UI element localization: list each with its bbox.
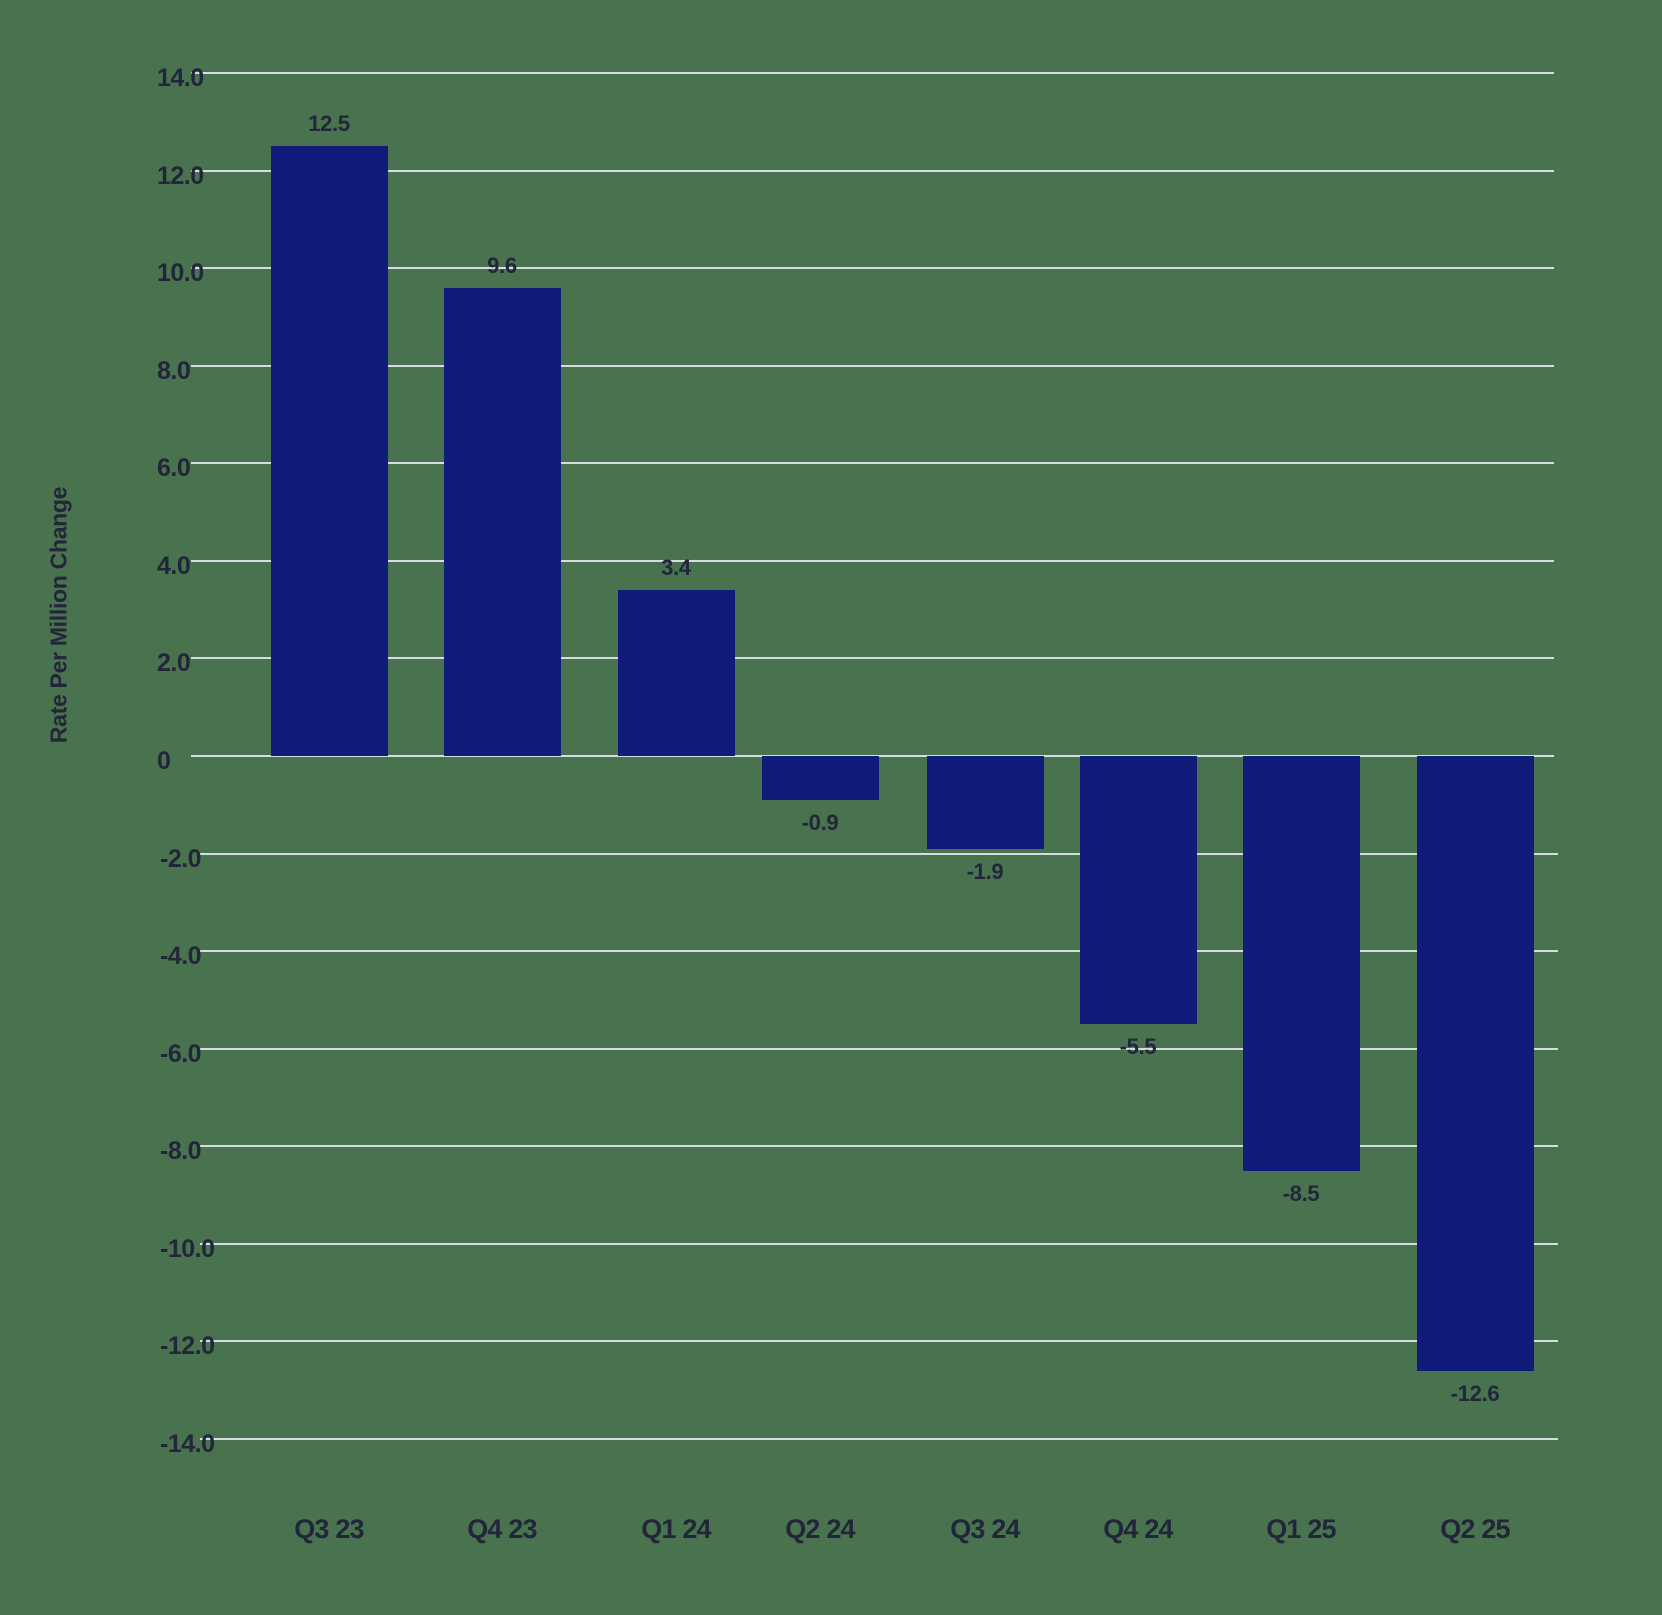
- gridline: [191, 657, 1554, 660]
- bar: [1242, 756, 1360, 1171]
- gridline: [200, 1242, 1558, 1245]
- y-tick-label: -12.0: [160, 1332, 215, 1361]
- y-axis-title: Rate Per Million Change: [45, 486, 72, 744]
- x-tick-label: Q2 25: [1440, 1514, 1510, 1544]
- bar-value-label: -1.9: [966, 858, 1004, 884]
- y-tick-label: -6.0: [160, 1039, 202, 1068]
- bar: [926, 756, 1044, 849]
- y-tick-label: 2.0: [157, 649, 191, 678]
- gridline: [191, 462, 1554, 465]
- gridline: [191, 72, 1554, 74]
- y-tick-label: 4.0: [157, 551, 191, 580]
- gridline: [200, 950, 1558, 953]
- y-tick-label: -10.0: [160, 1234, 215, 1263]
- gridline: [191, 559, 1554, 562]
- bar: [617, 590, 735, 756]
- y-tick-label: 6.0: [157, 454, 191, 483]
- y-tick-label: 14.0: [157, 64, 204, 92]
- y-tick-label: 10.0: [157, 259, 204, 288]
- y-tick-label: -8.0: [160, 1137, 202, 1166]
- gridline: [200, 1145, 1558, 1148]
- gridline: [200, 1340, 1558, 1343]
- y-tick-label: -4.0: [160, 942, 202, 971]
- x-tick-label: Q4 23: [467, 1514, 537, 1544]
- bar: [761, 756, 879, 800]
- gridline: [191, 364, 1554, 367]
- gridline: [200, 852, 1558, 855]
- bar: [1079, 756, 1197, 1025]
- gridline: [200, 1047, 1558, 1050]
- y-tick-label: -14.0: [160, 1430, 215, 1458]
- bar: [443, 287, 561, 756]
- bar: [1416, 756, 1534, 1371]
- bar-value-label: -0.9: [801, 809, 839, 835]
- bar-value-label: -8.5: [1282, 1180, 1320, 1206]
- x-tick-label: Q3 24: [950, 1514, 1020, 1544]
- bar-value-label: -12.6: [1450, 1380, 1500, 1406]
- gridline: [191, 267, 1554, 270]
- x-tick-label: Q3 23: [294, 1514, 364, 1544]
- x-tick-label: Q2 24: [785, 1514, 855, 1544]
- gridline: [191, 169, 1554, 172]
- bar-value-label: -5.5: [1119, 1034, 1157, 1060]
- bar-value-label: 3.4: [661, 555, 691, 581]
- bar: [270, 146, 388, 756]
- bar-value-label: 12.5: [308, 111, 350, 137]
- y-tick-label: 8.0: [157, 356, 191, 385]
- gridline: [200, 1438, 1558, 1440]
- y-tick-label: 12.0: [157, 161, 204, 190]
- x-tick-label: Q1 24: [641, 1514, 711, 1544]
- x-tick-label: Q4 24: [1103, 1514, 1173, 1544]
- y-tick-label: 0: [157, 747, 171, 775]
- bar-value-label: 9.6: [487, 252, 517, 278]
- y-tick-label: -2.0: [160, 844, 202, 873]
- x-tick-label: Q1 25: [1266, 1514, 1336, 1544]
